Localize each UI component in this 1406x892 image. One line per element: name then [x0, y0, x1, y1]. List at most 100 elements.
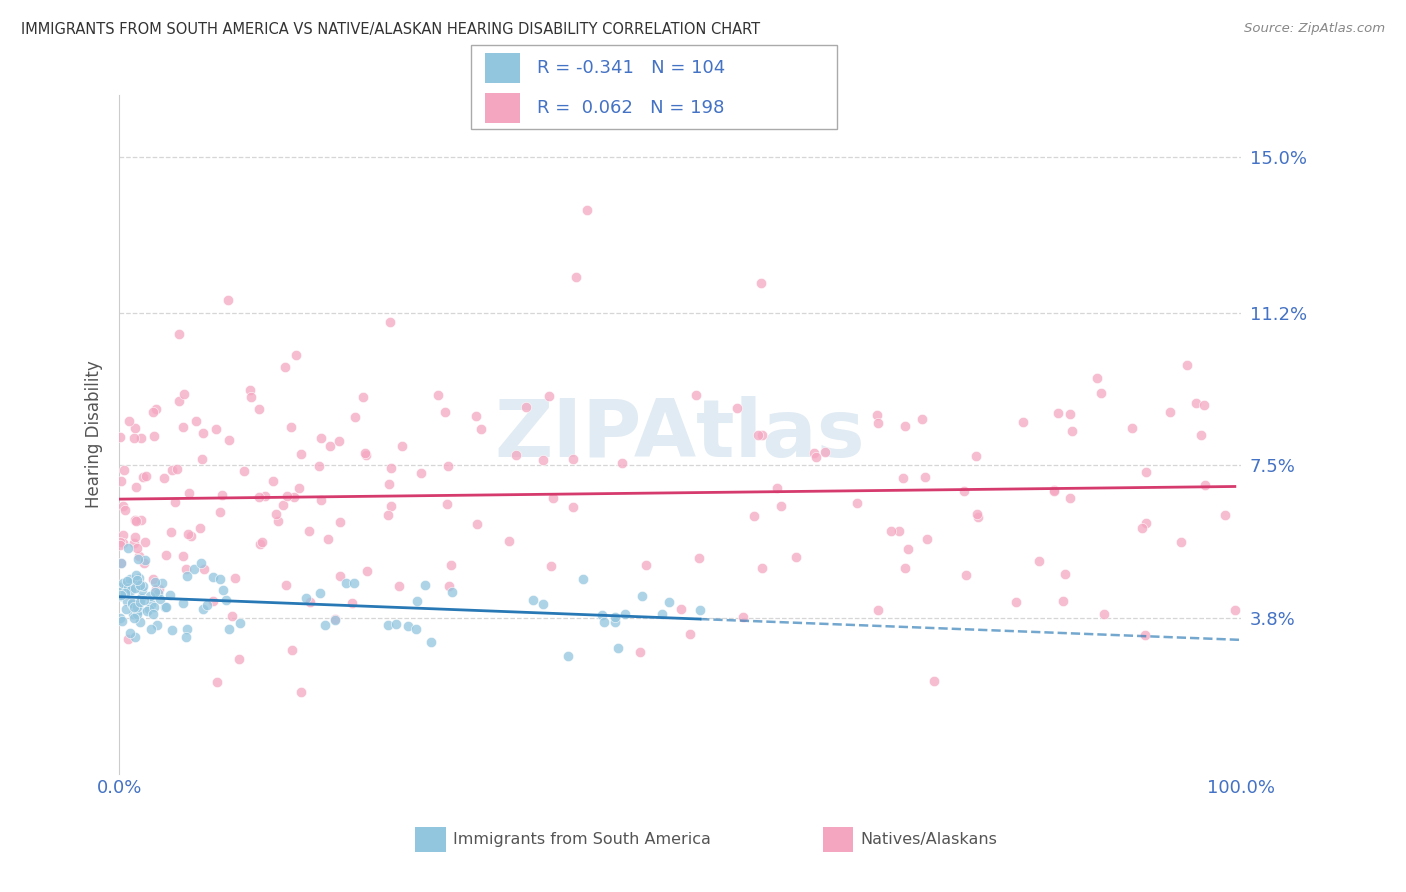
Point: [967, 509, 990, 524]
Point: [193, 601, 215, 615]
Point: [138, 602, 160, 616]
Point: [614, 607, 637, 622]
Point: [352, 390, 374, 404]
Point: [285, 347, 308, 361]
Point: [117, 414, 139, 428]
Point: [966, 508, 988, 522]
Point: [148, 586, 170, 600]
Point: [112, 462, 135, 476]
Point: [1060, 424, 1083, 438]
Point: [228, 652, 250, 666]
Point: [191, 452, 214, 467]
Point: [111, 614, 134, 628]
Point: [377, 618, 399, 632]
Point: [118, 580, 141, 594]
Point: [314, 617, 336, 632]
Point: [891, 471, 914, 485]
Point: [380, 460, 402, 475]
Point: [308, 458, 330, 473]
Point: [329, 569, 352, 583]
Point: [179, 486, 201, 500]
Point: [129, 615, 152, 629]
Point: [561, 452, 583, 467]
Point: [121, 582, 143, 597]
Point: [117, 581, 139, 595]
Point: [208, 572, 231, 586]
Point: [155, 548, 177, 562]
Point: [129, 578, 152, 592]
Point: [685, 388, 707, 402]
Point: [160, 524, 183, 539]
Point: [343, 575, 366, 590]
Point: [141, 622, 163, 636]
Point: [1047, 406, 1070, 420]
Point: [631, 589, 654, 603]
Point: [354, 448, 377, 462]
Point: [1189, 428, 1212, 442]
Point: [117, 632, 139, 646]
Point: [612, 456, 634, 470]
Point: [125, 480, 148, 494]
Point: [176, 569, 198, 583]
Point: [1053, 567, 1076, 582]
Point: [377, 508, 399, 522]
Point: [866, 417, 889, 431]
Point: [143, 585, 166, 599]
Text: R = -0.341   N = 104: R = -0.341 N = 104: [537, 60, 725, 78]
Point: [592, 607, 614, 622]
Point: [118, 626, 141, 640]
Point: [142, 600, 165, 615]
Point: [1159, 405, 1181, 419]
Point: [441, 584, 464, 599]
Point: [845, 496, 868, 510]
Point: [437, 458, 460, 473]
Point: [1092, 607, 1115, 621]
Point: [749, 276, 772, 290]
Point: [651, 607, 673, 621]
Point: [110, 589, 132, 603]
Point: [125, 600, 148, 615]
Point: [141, 405, 163, 419]
Point: [267, 515, 290, 529]
Point: [118, 572, 141, 586]
Point: [135, 468, 157, 483]
Point: [224, 571, 246, 585]
Point: [115, 574, 138, 588]
Point: [309, 585, 332, 599]
Point: [1175, 358, 1198, 372]
Point: [110, 611, 132, 625]
Point: [166, 462, 188, 476]
Point: [174, 630, 197, 644]
Point: [134, 535, 156, 549]
Point: [915, 532, 938, 546]
Point: [1059, 407, 1081, 421]
Point: [163, 494, 186, 508]
Point: [148, 582, 170, 597]
Point: [262, 474, 284, 488]
Point: [380, 315, 402, 329]
Point: [132, 579, 155, 593]
Point: [131, 582, 153, 597]
Point: [540, 558, 562, 573]
Point: [276, 489, 298, 503]
Point: [505, 448, 527, 462]
Text: Natives/Alaskans: Natives/Alaskans: [860, 832, 997, 847]
Point: [129, 431, 152, 445]
Point: [205, 422, 228, 436]
Point: [127, 552, 149, 566]
Point: [127, 573, 149, 587]
Point: [965, 449, 987, 463]
Point: [190, 556, 212, 570]
Point: [127, 607, 149, 621]
Point: [531, 453, 554, 467]
Point: [1223, 603, 1246, 617]
Point: [353, 446, 375, 460]
Point: [634, 558, 657, 573]
Point: [221, 609, 243, 624]
Point: [218, 622, 240, 636]
Point: [172, 597, 194, 611]
Point: [110, 534, 132, 549]
Point: [323, 611, 346, 625]
Point: [688, 550, 710, 565]
Point: [121, 575, 143, 590]
